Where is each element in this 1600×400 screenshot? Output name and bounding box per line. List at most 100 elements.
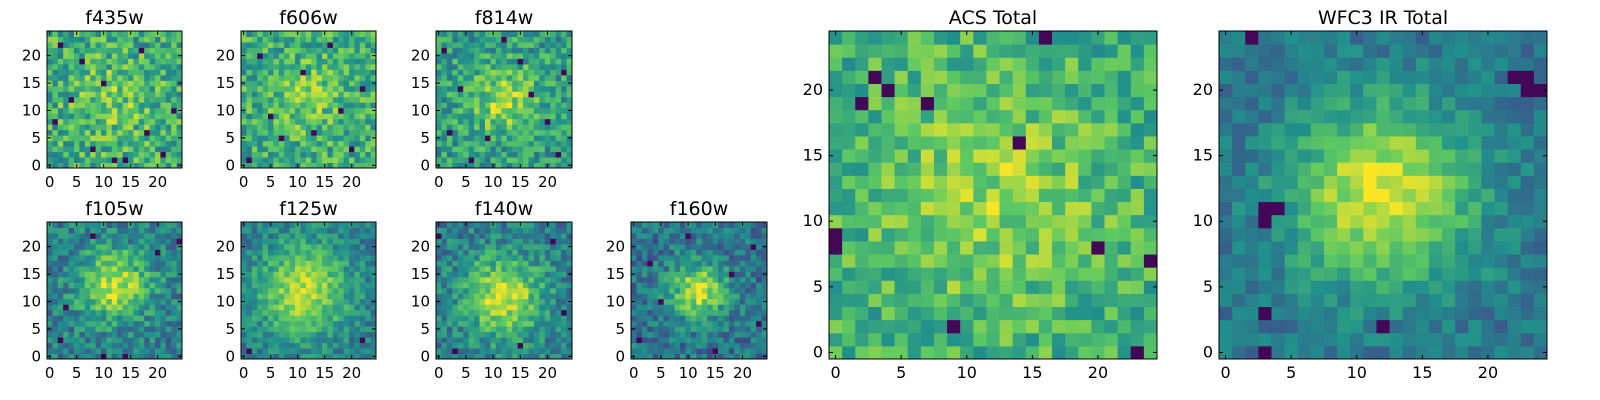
heatmap-cell bbox=[484, 342, 491, 349]
heatmap-cell bbox=[295, 129, 301, 136]
heatmap-cell bbox=[273, 232, 280, 239]
heatmap-cell bbox=[251, 124, 258, 131]
heatmap-cell bbox=[251, 287, 258, 294]
heatmap-cell bbox=[999, 293, 1014, 308]
heatmap-cell bbox=[160, 113, 167, 120]
heatmap-cell bbox=[468, 337, 475, 344]
heatmap-cell bbox=[289, 315, 296, 322]
heatmap-cell bbox=[370, 157, 377, 164]
heatmap-cell bbox=[539, 96, 546, 103]
heatmap-cell bbox=[479, 124, 486, 131]
heatmap-cell bbox=[745, 232, 752, 239]
heatmap-cell bbox=[171, 96, 178, 103]
heatmap-cell bbox=[327, 58, 334, 65]
heatmap-cell bbox=[160, 41, 167, 48]
heatmap-cell bbox=[1038, 240, 1053, 255]
heatmap-cell bbox=[555, 304, 562, 311]
heatmap-cell bbox=[441, 254, 448, 261]
heatmap-cell bbox=[57, 151, 64, 158]
heatmap-cell bbox=[68, 348, 75, 355]
heatmap-cell bbox=[973, 227, 987, 242]
heatmap-cell bbox=[365, 96, 372, 103]
heatmap-cell bbox=[106, 232, 113, 239]
heatmap-cell bbox=[745, 348, 752, 355]
heatmap-cell bbox=[338, 342, 345, 349]
heatmap-cell bbox=[106, 36, 113, 43]
heatmap-cell bbox=[57, 63, 64, 70]
heatmap-cell bbox=[278, 271, 285, 278]
heatmap-cell bbox=[278, 293, 285, 300]
heatmap-cell bbox=[452, 238, 459, 245]
heatmap-cell bbox=[452, 331, 459, 338]
heatmap-cells-f814w bbox=[436, 31, 573, 169]
heatmap-cell bbox=[647, 315, 654, 322]
heatmap-cell bbox=[501, 85, 508, 92]
heatmap-cell bbox=[84, 63, 91, 70]
heatmap-cell bbox=[712, 260, 719, 267]
heatmap-cell bbox=[479, 96, 486, 103]
heatmap-cell bbox=[495, 342, 502, 349]
heatmap-cell bbox=[960, 345, 974, 360]
y-tick-label: 5 bbox=[225, 320, 235, 338]
heatmap-cell bbox=[452, 342, 459, 349]
heatmap-cell bbox=[728, 276, 735, 283]
heatmap-cell bbox=[155, 249, 161, 256]
heatmap-cell bbox=[750, 254, 757, 261]
heatmap-cell bbox=[311, 265, 318, 272]
heatmap-cell bbox=[370, 129, 377, 136]
heatmap-cell bbox=[144, 342, 151, 349]
heatmap-cell bbox=[728, 254, 735, 261]
heatmap-cell bbox=[523, 135, 529, 142]
heatmap-cell bbox=[566, 260, 573, 267]
heatmap-cell bbox=[343, 304, 350, 311]
heatmap-cell bbox=[262, 146, 269, 153]
heatmap-cell bbox=[111, 96, 118, 103]
heatmap-cell bbox=[479, 287, 486, 294]
heatmap-cell bbox=[322, 85, 328, 92]
heatmap-cell bbox=[1025, 306, 1040, 321]
heatmap-cell bbox=[528, 265, 535, 272]
heatmap-cell bbox=[74, 96, 80, 103]
heatmap-cell bbox=[338, 151, 345, 158]
heatmap-cell bbox=[343, 276, 350, 283]
heatmap-cell bbox=[332, 232, 339, 239]
heatmap-cell bbox=[658, 271, 665, 278]
heatmap-cell bbox=[295, 238, 301, 245]
heatmap-cell bbox=[171, 36, 178, 43]
heatmap-cell bbox=[528, 80, 535, 87]
heatmap-cell bbox=[441, 238, 448, 245]
heatmap-cell bbox=[322, 58, 328, 65]
heatmap-cell bbox=[284, 222, 291, 228]
heatmap-cell bbox=[327, 47, 334, 54]
heatmap-cell bbox=[128, 298, 134, 305]
heatmap-cell bbox=[669, 243, 676, 250]
heatmap-cell bbox=[669, 320, 676, 327]
heatmap-cell bbox=[95, 238, 102, 245]
heatmap-cell bbox=[539, 80, 546, 87]
heatmap-cell bbox=[359, 276, 366, 283]
heatmap-cell bbox=[171, 124, 178, 131]
heatmap-cell bbox=[284, 265, 291, 272]
heatmap-cell bbox=[165, 331, 172, 338]
heatmap-cell bbox=[68, 80, 75, 87]
heatmap-cell bbox=[95, 135, 102, 142]
heatmap-cell bbox=[278, 157, 285, 164]
heatmap-cell bbox=[539, 36, 546, 43]
heatmap-cell bbox=[495, 271, 502, 278]
heatmap-cell bbox=[128, 227, 134, 234]
heatmap-cell bbox=[68, 118, 75, 125]
heatmap-cell bbox=[550, 222, 557, 228]
heatmap-cell bbox=[544, 331, 551, 338]
heatmap-cell bbox=[566, 293, 573, 300]
x-tick-label: 10 bbox=[679, 364, 698, 382]
heatmap-cell bbox=[246, 315, 253, 322]
heatmap-cell bbox=[354, 162, 361, 169]
heatmap-cell bbox=[241, 287, 247, 294]
heatmap-cell bbox=[111, 102, 118, 109]
heatmap-cell bbox=[920, 175, 935, 189]
heatmap-cell bbox=[894, 319, 909, 334]
heatmap-cell bbox=[63, 107, 70, 114]
heatmap-cell bbox=[674, 271, 681, 278]
heatmap-cell bbox=[311, 69, 318, 76]
heatmap-cell bbox=[947, 162, 961, 176]
